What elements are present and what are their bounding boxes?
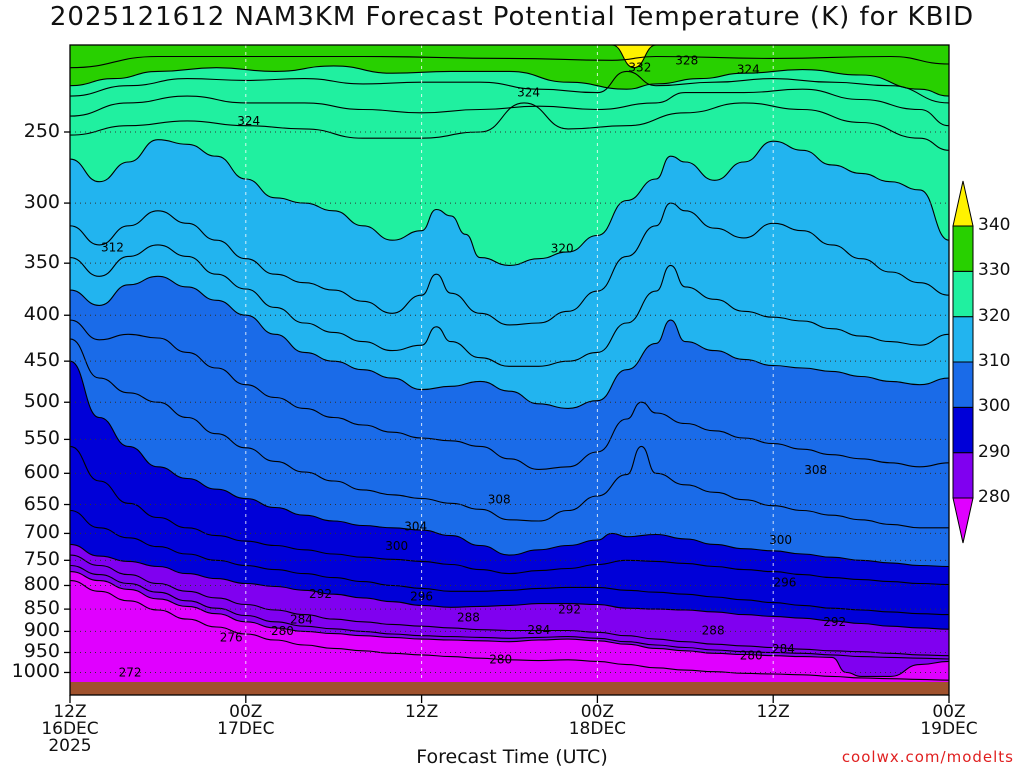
colorbar-label: 320 <box>978 305 1011 326</box>
ytick-label: 850 <box>23 597 60 620</box>
colorbar-swatch <box>952 361 974 408</box>
ytick-label: 300 <box>23 191 60 214</box>
ytick-label: 700 <box>23 521 60 544</box>
ytick-label: 1000 <box>11 660 60 683</box>
contour-label: 308 <box>804 463 827 477</box>
x-axis-label: Forecast Time (UTC) <box>416 746 608 768</box>
contour-278 <box>70 580 949 681</box>
xtick-label: 00Z 17DEC <box>217 702 275 739</box>
ytick-label: 750 <box>23 548 60 571</box>
contour-310 <box>70 275 949 409</box>
contour-290 <box>70 543 949 630</box>
xtick-label: 12Z <box>404 702 439 722</box>
contour-label: 300 <box>385 539 408 553</box>
colorbar-label: 300 <box>978 396 1011 417</box>
xtick-label: 12Z 16DEC 2025 <box>41 702 99 756</box>
contour-320 <box>70 139 949 266</box>
contour-label: 288 <box>457 611 480 625</box>
colorbar-label: 330 <box>978 260 1011 281</box>
contour-label: 300 <box>769 533 792 547</box>
contour-308 <box>70 319 949 470</box>
colorbar-label: 310 <box>978 351 1011 371</box>
ytick-label: 500 <box>23 390 60 413</box>
contour-336 <box>70 55 949 69</box>
contour-328 <box>70 88 949 127</box>
colorbar-swatch <box>952 270 974 318</box>
contour-label: 312 <box>101 240 124 254</box>
ground-band <box>70 682 949 695</box>
contour-label: 296 <box>773 576 796 590</box>
contour-312 <box>70 244 949 367</box>
colorbar-arrow-bottom <box>952 497 974 544</box>
colorbar-swatch <box>952 452 974 499</box>
contour-label: 284 <box>527 623 550 637</box>
plot-frame <box>69 44 950 696</box>
contour-330 <box>70 65 949 97</box>
xtick-label: 00Z 18DEC <box>568 702 627 739</box>
contour-280 <box>70 571 949 677</box>
ytick-label: 950 <box>23 640 60 663</box>
colorbar-swatch <box>952 225 974 272</box>
band-320 <box>70 45 949 266</box>
contour-298 <box>70 445 949 586</box>
ytick-label: 900 <box>23 619 60 642</box>
colorbar-swatch <box>952 406 974 454</box>
contour-label: 292 <box>309 587 332 601</box>
contour-label: 332 <box>628 61 651 75</box>
contour-label: 280 <box>740 648 763 662</box>
contour-324 <box>70 102 949 151</box>
colorbar-label: 340 <box>978 215 1011 235</box>
contour-label: 288 <box>702 624 725 638</box>
contour-label: 292 <box>823 615 846 629</box>
ytick-label: 350 <box>23 251 60 274</box>
contour-label: 328 <box>675 53 698 67</box>
colorbar-arrow-top <box>952 180 974 227</box>
colorbar-label: 290 <box>978 441 1011 462</box>
contour-label: 324 <box>237 114 260 128</box>
xtick-label: 12Z <box>756 702 790 722</box>
ytick-label: 250 <box>23 119 60 142</box>
ytick-label: 800 <box>23 573 60 596</box>
contour-label: 284 <box>772 642 795 656</box>
ytick-label: 450 <box>23 349 60 372</box>
contour-300 <box>70 360 949 568</box>
contour-286 <box>70 554 949 657</box>
contour-332 <box>70 70 949 104</box>
contour-label: 324 <box>517 86 540 100</box>
colorbar-swatch <box>952 316 974 363</box>
contour-label: 324 <box>737 63 760 77</box>
contour-label: 280 <box>489 652 512 666</box>
ytick-label: 600 <box>23 461 60 484</box>
ytick-label: 400 <box>23 303 60 326</box>
colorbar-label: 280 <box>978 487 1011 507</box>
contour-316 <box>70 202 949 326</box>
credit-link[interactable]: coolwx.com/modelts <box>841 748 1014 766</box>
chart-title: 2025121612 NAM3KM Forecast Potential Tem… <box>49 2 975 32</box>
contour-label: 284 <box>290 613 313 627</box>
contour-label: 320 <box>551 241 574 255</box>
contour-294 <box>70 509 949 616</box>
contour-label: 272 <box>119 665 142 679</box>
ytick-label: 650 <box>23 492 60 515</box>
contour-304 <box>70 338 949 529</box>
contour-label: 308 <box>488 493 511 507</box>
xtick-label: 00Z 19DEC <box>920 702 978 739</box>
contour-label: 304 <box>404 520 427 534</box>
contour-282 <box>70 564 949 660</box>
contour-label: 280 <box>271 624 294 638</box>
contour-label: 276 <box>220 630 243 644</box>
contour-label: 296 <box>410 590 433 604</box>
contour-label: 292 <box>558 603 581 617</box>
ytick-label: 550 <box>23 427 60 450</box>
